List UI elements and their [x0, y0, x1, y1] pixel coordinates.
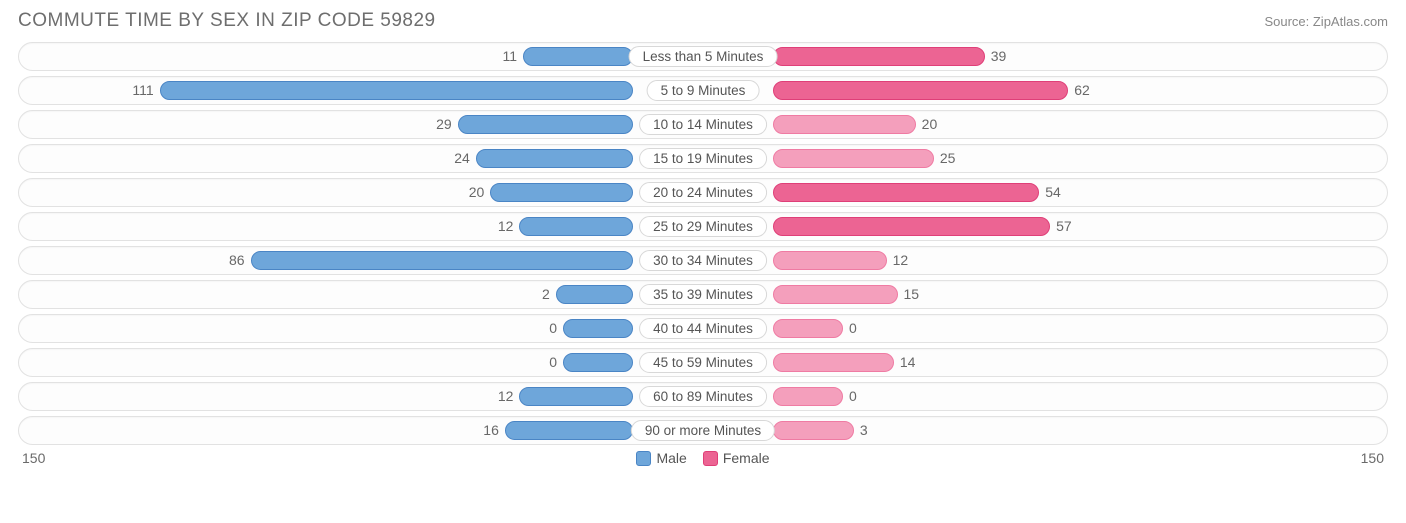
legend-female-label: Female	[723, 450, 770, 466]
value-female: 12	[893, 247, 909, 274]
value-male: 0	[549, 349, 557, 376]
swatch-male	[636, 451, 651, 466]
chart-row: 0 14 45 to 59 Minutes	[18, 348, 1388, 377]
category-label: 20 to 24 Minutes	[639, 182, 767, 203]
category-label: 60 to 89 Minutes	[639, 386, 767, 407]
value-female: 62	[1074, 77, 1090, 104]
value-male: 111	[132, 77, 153, 104]
legend-male: Male	[636, 450, 686, 466]
value-male: 29	[436, 111, 452, 138]
chart-row: 0 0 40 to 44 Minutes	[18, 314, 1388, 343]
bar-female	[773, 251, 887, 270]
value-male: 12	[498, 383, 514, 410]
category-label: 30 to 34 Minutes	[639, 250, 767, 271]
value-male: 2	[542, 281, 550, 308]
value-female: 25	[940, 145, 956, 172]
value-male: 20	[469, 179, 485, 206]
legend-male-label: Male	[656, 450, 686, 466]
bar-female	[773, 353, 894, 372]
chart-header: COMMUTE TIME BY SEX IN ZIP CODE 59829 So…	[18, 10, 1388, 32]
value-female: 20	[922, 111, 938, 138]
bar-male	[556, 285, 633, 304]
category-label: Less than 5 Minutes	[629, 46, 778, 67]
bar-male	[490, 183, 633, 202]
category-label: 90 or more Minutes	[631, 420, 775, 441]
bar-female	[773, 319, 843, 338]
bar-female	[773, 421, 854, 440]
bar-female	[773, 217, 1050, 236]
swatch-female	[703, 451, 718, 466]
value-female: 0	[849, 315, 857, 342]
value-male: 24	[454, 145, 470, 172]
value-female: 39	[991, 43, 1007, 70]
value-female: 14	[900, 349, 916, 376]
category-label: 35 to 39 Minutes	[639, 284, 767, 305]
diverging-bar-chart: 11 39 Less than 5 Minutes 111 62 5 to 9 Minut…	[18, 42, 1388, 445]
value-male: 86	[229, 247, 245, 274]
category-label: 5 to 9 Minutes	[647, 80, 760, 101]
bar-male	[458, 115, 633, 134]
bar-female	[773, 81, 1068, 100]
bar-male	[251, 251, 633, 270]
bar-female	[773, 149, 934, 168]
chart-row: 2 15 35 to 39 Minutes	[18, 280, 1388, 309]
chart-row: 16 3 90 or more Minutes	[18, 416, 1388, 445]
bar-female	[773, 285, 898, 304]
chart-row: 11 39 Less than 5 Minutes	[18, 42, 1388, 71]
chart-row: 12 57 25 to 29 Minutes	[18, 212, 1388, 241]
bar-male	[563, 353, 633, 372]
chart-source: Source: ZipAtlas.com	[1264, 14, 1388, 29]
bar-male	[476, 149, 633, 168]
bar-male	[160, 81, 633, 100]
category-label: 10 to 14 Minutes	[639, 114, 767, 135]
chart-footer: 150 Male Female 150	[18, 450, 1388, 466]
chart-row: 24 25 15 to 19 Minutes	[18, 144, 1388, 173]
value-female: 3	[860, 417, 868, 444]
chart-title: COMMUTE TIME BY SEX IN ZIP CODE 59829	[18, 10, 436, 32]
value-male: 16	[483, 417, 499, 444]
legend: Male Female	[636, 450, 769, 466]
chart-row: 20 54 20 to 24 Minutes	[18, 178, 1388, 207]
bar-female	[773, 387, 843, 406]
value-male: 12	[498, 213, 514, 240]
value-female: 0	[849, 383, 857, 410]
bar-female	[773, 183, 1039, 202]
value-female: 57	[1056, 213, 1072, 240]
bar-male	[523, 47, 633, 66]
category-label: 45 to 59 Minutes	[639, 352, 767, 373]
bar-male	[505, 421, 633, 440]
category-label: 15 to 19 Minutes	[639, 148, 767, 169]
bar-male	[519, 217, 633, 236]
legend-female: Female	[703, 450, 770, 466]
chart-row: 86 12 30 to 34 Minutes	[18, 246, 1388, 275]
category-label: 25 to 29 Minutes	[639, 216, 767, 237]
chart-row: 29 20 10 to 14 Minutes	[18, 110, 1388, 139]
bar-male	[563, 319, 633, 338]
value-female: 54	[1045, 179, 1061, 206]
value-male: 0	[549, 315, 557, 342]
value-female: 15	[904, 281, 920, 308]
chart-row: 111 62 5 to 9 Minutes	[18, 76, 1388, 105]
bar-male	[519, 387, 633, 406]
bar-female	[773, 47, 985, 66]
category-label: 40 to 44 Minutes	[639, 318, 767, 339]
axis-max-right: 150	[1361, 450, 1384, 466]
chart-row: 12 0 60 to 89 Minutes	[18, 382, 1388, 411]
bar-female	[773, 115, 916, 134]
axis-max-left: 150	[22, 450, 45, 466]
value-male: 11	[503, 43, 518, 70]
